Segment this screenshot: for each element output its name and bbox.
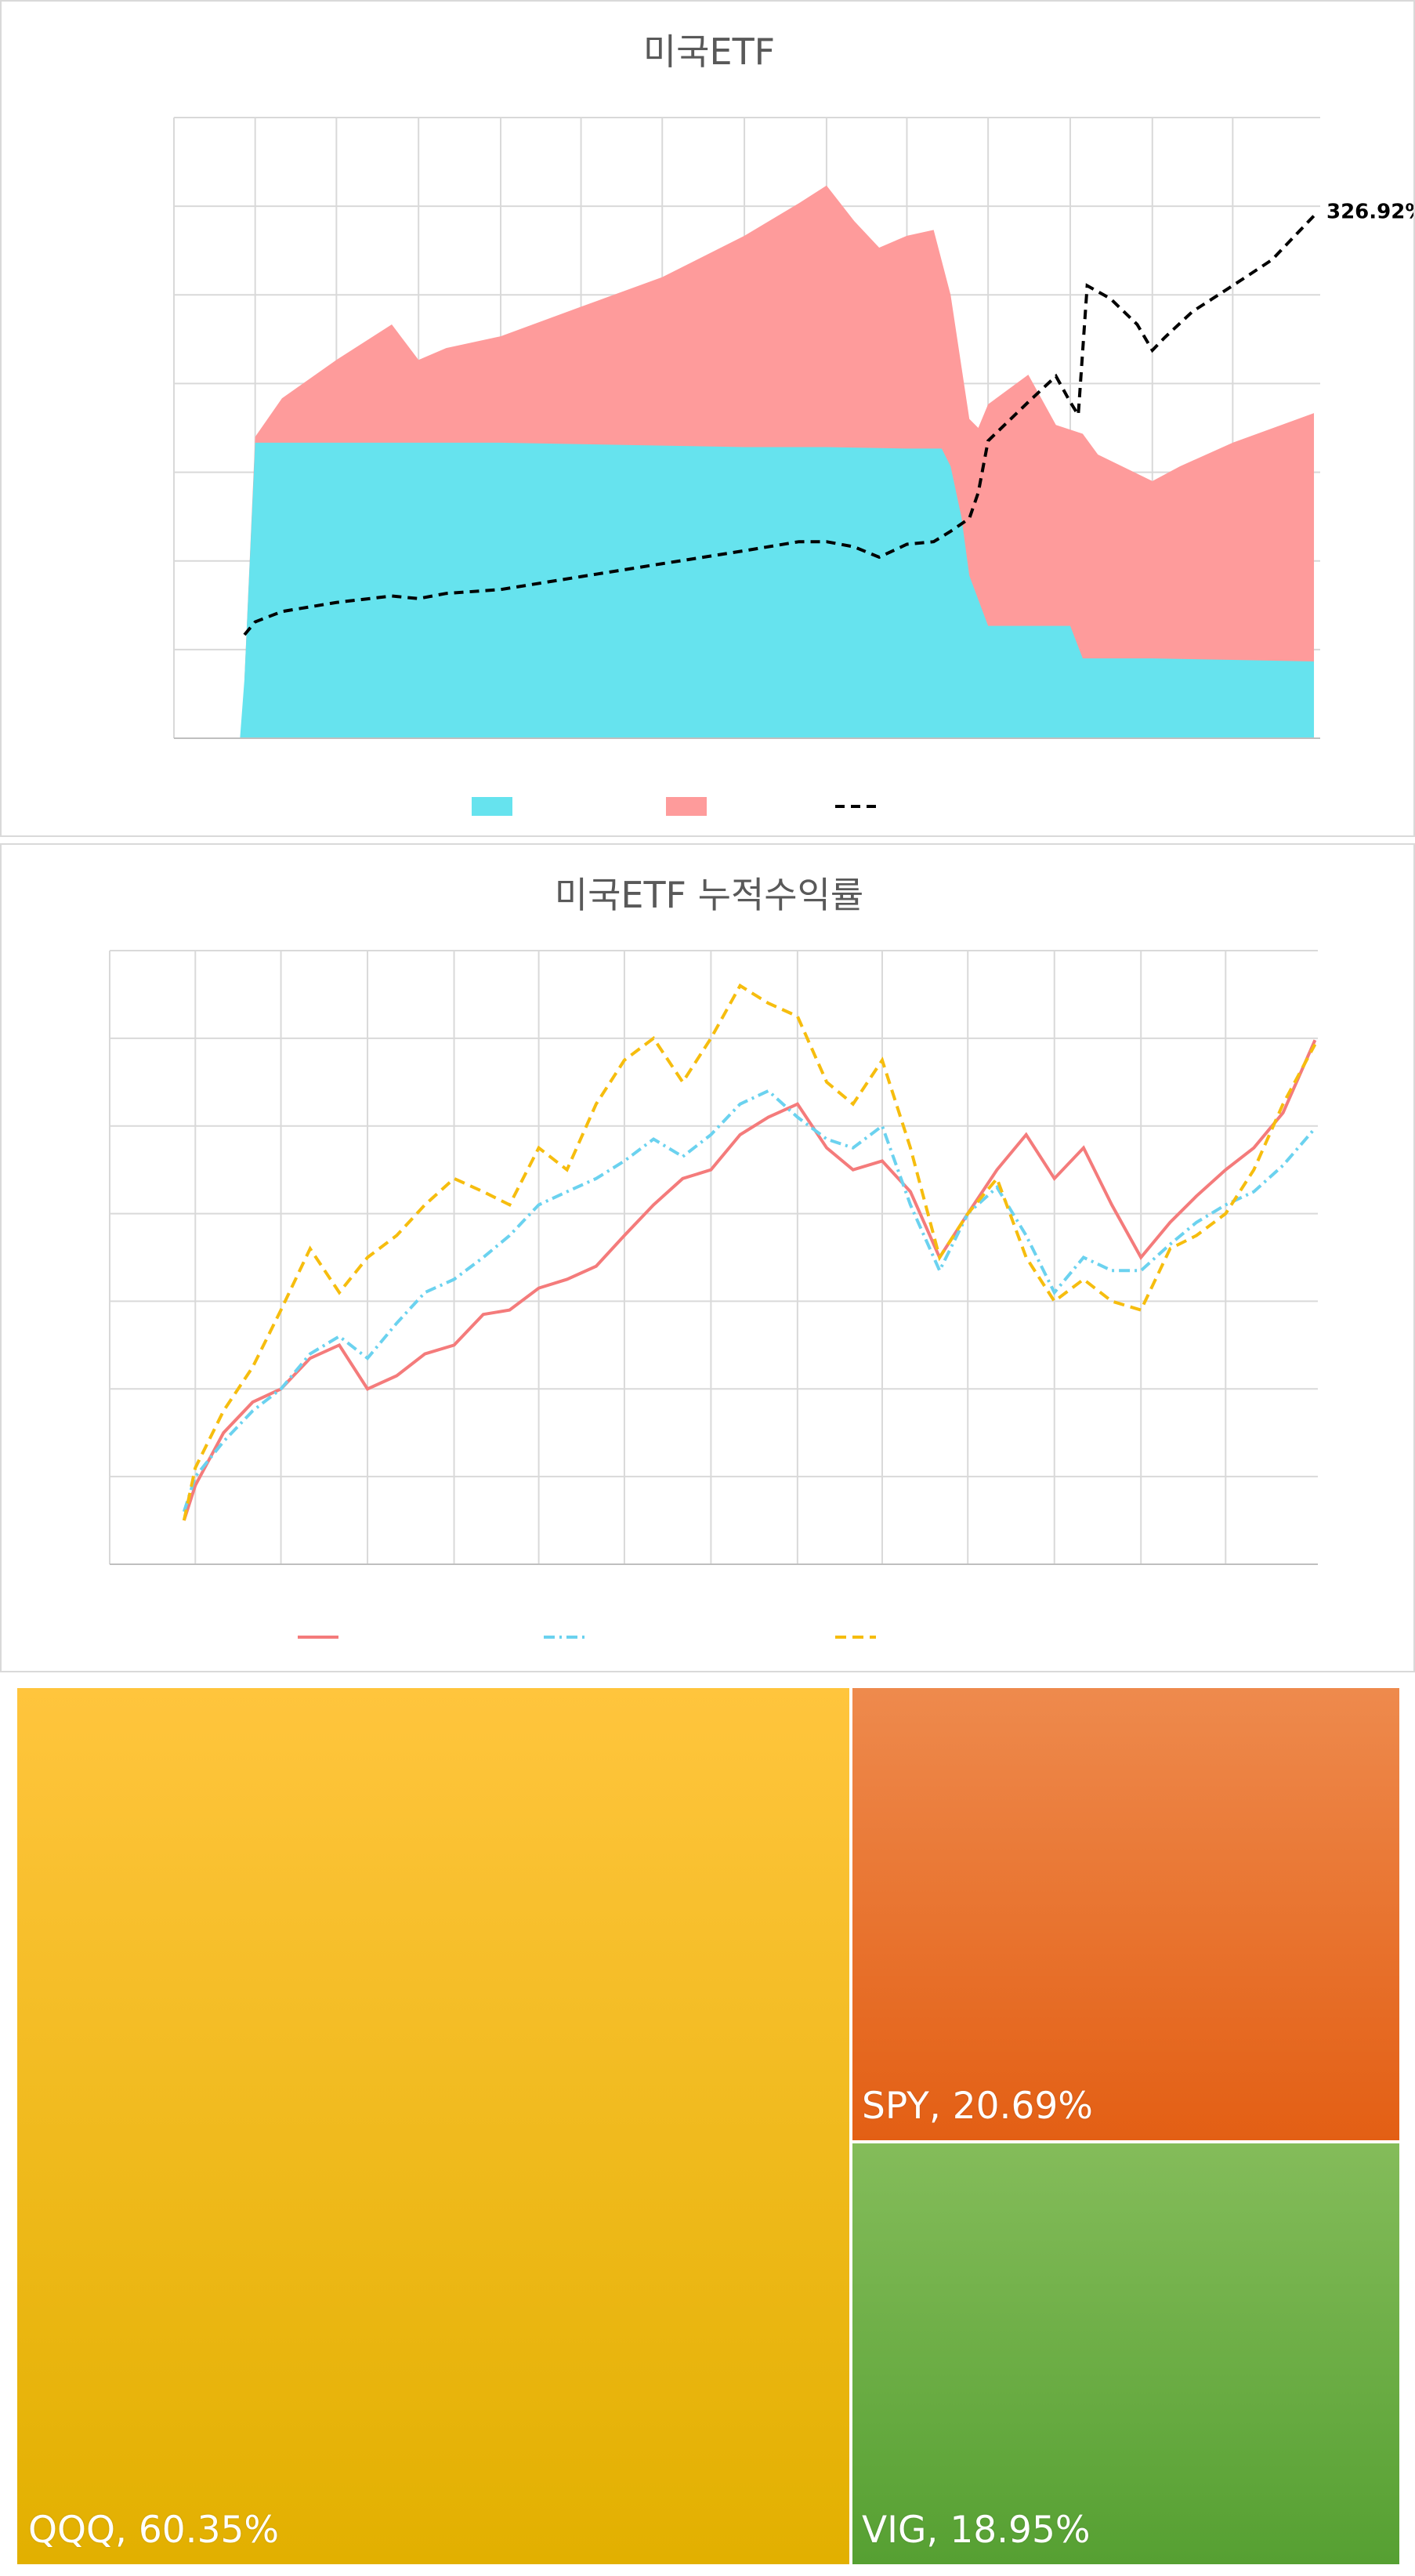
chart-title: 미국ETF 누적수익률 [555,874,863,916]
cumulative-return-chart: 미국ETF 누적수익률 [109,874,1318,1639]
chart-panel-portfolio: 미국ETF 326.92% [0,0,1415,837]
sp500-line [182,1089,1316,1513]
treemap-tile-vig: VIG, 18.95% [852,2143,1399,2564]
deposit-area [240,442,1315,738]
treemap-label: SPY, 20.69% [862,2085,1093,2128]
return-end-label: 326.92% [1326,201,1413,224]
treemap-label: VIG, 18.95% [862,2509,1091,2552]
treemap-tile-qqq: QQQ, 60.35% [17,1688,849,2564]
treemap-tile-spy: SPY, 20.69% [852,1688,1399,2140]
treemap-label: QQQ, 60.35% [28,2509,280,2552]
chart-panel-cumulative-return: 미국ETF 누적수익률 [0,843,1415,1672]
chart-title: 미국ETF [643,31,775,73]
portfolio-chart: 미국ETF 326.92% [173,31,1415,816]
legend-swatch [666,797,707,816]
legend-swatch [472,797,512,816]
nasdaq100-line [182,983,1317,1521]
return-line [243,211,1319,636]
allocation-treemap: QQQ, 60.35% SPY, 20.69% VIG, 18.95% [0,1679,1415,2576]
my-etf-line [182,1039,1317,1521]
